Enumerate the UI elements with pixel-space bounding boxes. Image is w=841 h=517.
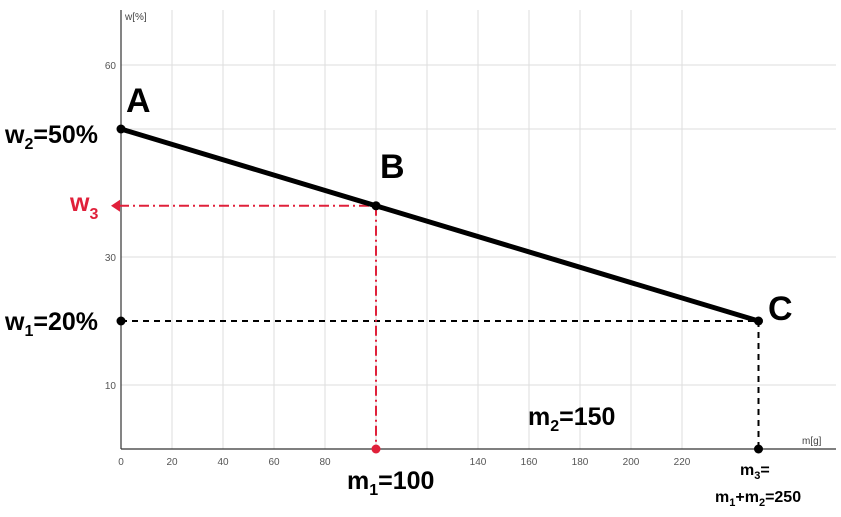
m3-axis-point: [754, 444, 763, 454]
m1-annotation: m1=100: [347, 467, 434, 499]
axes: w[%] m[g]: [120, 10, 836, 450]
w2-annotation: w2=50%: [4, 121, 98, 153]
x-tick-labels: 0 20 40 60 80 140 160 180 200 220: [118, 457, 691, 468]
w3-arrowhead: [111, 199, 120, 212]
y-tick-labels: 10 30 60: [105, 61, 117, 392]
point-label-b: B: [380, 148, 405, 186]
x-tick-label: 40: [217, 457, 229, 468]
x-tick-label: 220: [674, 457, 691, 468]
x-tick-label: 140: [470, 457, 487, 468]
guide-lines: [111, 199, 760, 449]
y-tick-label: 30: [105, 253, 117, 264]
x-tick-label: 0: [118, 457, 124, 468]
y-tick-label: 10: [105, 381, 117, 392]
point-b: [371, 201, 381, 211]
x-tick-label: 200: [623, 457, 640, 468]
m3-annotation-line2: m1+m2=250: [715, 489, 801, 509]
m2-annotation: m2=150: [528, 403, 615, 435]
x-tick-label: 160: [521, 457, 538, 468]
x-axis-title: m[g]: [802, 436, 822, 447]
point-label-c: C: [768, 290, 793, 328]
grid: [120, 10, 836, 449]
data-points: [116, 124, 763, 454]
series-line: [118, 126, 761, 324]
y-axis-title: w[%]: [124, 12, 147, 23]
x-tick-label: 60: [268, 457, 280, 468]
point-c: [754, 316, 763, 326]
x-tick-label: 180: [572, 457, 589, 468]
w3-annotation: w3: [69, 189, 98, 223]
m1-axis-point: [371, 444, 381, 454]
y-tick-label: 60: [105, 61, 117, 72]
m3-annotation-line1: m3=: [740, 462, 770, 482]
x-tick-label: 80: [319, 457, 331, 468]
w1-annotation: w1=20%: [4, 308, 98, 340]
point-a: [116, 124, 126, 134]
point-label-a: A: [126, 82, 151, 120]
x-tick-label: 20: [166, 457, 178, 468]
w1-axis-point: [116, 316, 126, 326]
